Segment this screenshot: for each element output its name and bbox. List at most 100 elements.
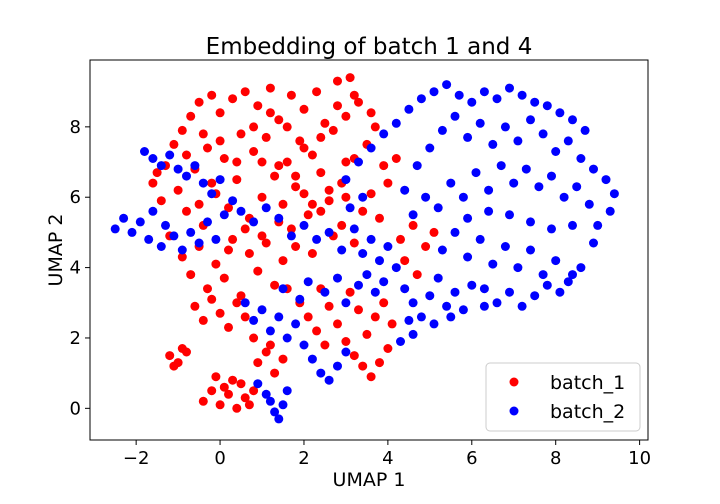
data-point-batch-1	[207, 386, 217, 396]
data-point-batch-1	[186, 270, 196, 280]
data-point-batch-1	[316, 168, 326, 178]
data-point-batch-2	[526, 217, 535, 227]
data-point-batch-1	[249, 386, 259, 396]
data-point-batch-1	[349, 238, 359, 248]
data-point-batch-1	[362, 329, 372, 339]
data-point-batch-2	[379, 277, 389, 287]
data-point-batch-2	[404, 315, 414, 325]
data-point-batch-2	[517, 301, 527, 311]
data-point-batch-1	[370, 122, 380, 132]
data-point-batch-2	[261, 203, 271, 213]
data-point-batch-2	[450, 227, 460, 237]
data-point-batch-2	[589, 164, 598, 174]
data-point-batch-2	[282, 386, 292, 396]
chart-title: Embedding of batch 1 and 4	[206, 34, 533, 60]
data-point-batch-2	[442, 80, 452, 90]
data-point-batch-2	[467, 280, 477, 290]
legend-label-batch-1: batch_1	[550, 372, 625, 394]
points-layer	[110, 73, 619, 424]
data-point-batch-1	[224, 389, 233, 399]
data-point-batch-1	[341, 192, 351, 202]
data-point-batch-2	[228, 196, 238, 206]
data-point-batch-1	[366, 372, 376, 382]
data-point-batch-2	[198, 178, 208, 188]
data-point-batch-1	[207, 90, 217, 100]
data-point-batch-1	[194, 199, 204, 209]
data-point-batch-2	[488, 139, 498, 149]
data-point-batch-1	[366, 189, 376, 199]
data-point-batch-1	[324, 196, 334, 206]
data-point-batch-2	[433, 203, 443, 213]
data-point-batch-1	[303, 210, 313, 220]
data-point-batch-2	[500, 122, 510, 132]
data-point-batch-2	[400, 185, 410, 195]
data-point-batch-1	[291, 242, 301, 251]
data-point-batch-2	[530, 97, 540, 107]
data-point-batch-1	[307, 249, 317, 258]
data-point-batch-1	[257, 231, 267, 241]
data-point-batch-1	[215, 108, 225, 118]
data-point-batch-1	[345, 73, 355, 83]
data-point-batch-1	[215, 308, 225, 318]
data-point-batch-1	[341, 111, 351, 121]
data-point-batch-2	[425, 143, 435, 153]
data-point-batch-1	[324, 185, 334, 195]
data-point-batch-1	[303, 312, 313, 322]
data-point-batch-2	[547, 171, 556, 181]
data-point-batch-2	[194, 238, 204, 248]
data-point-batch-1	[349, 351, 359, 361]
data-point-batch-1	[203, 143, 212, 153]
data-point-batch-2	[383, 242, 393, 251]
data-point-batch-2	[354, 157, 363, 167]
data-point-batch-1	[396, 234, 405, 244]
data-point-batch-1	[232, 157, 242, 167]
data-point-batch-2	[509, 178, 519, 188]
x-axis-title: UMAP 1	[333, 469, 406, 491]
data-point-batch-2	[148, 154, 158, 163]
data-point-batch-2	[576, 154, 586, 163]
data-point-batch-2	[475, 118, 485, 128]
data-point-batch-1	[274, 161, 284, 171]
data-point-batch-2	[190, 161, 200, 171]
data-point-batch-1	[177, 344, 187, 353]
data-point-batch-1	[270, 171, 280, 181]
data-point-batch-2	[446, 178, 456, 188]
data-point-batch-1	[177, 125, 187, 135]
data-point-batch-2	[463, 213, 473, 223]
data-point-batch-2	[593, 220, 603, 230]
data-point-batch-2	[526, 245, 535, 255]
data-point-batch-1	[370, 312, 380, 322]
data-point-batch-2	[110, 224, 120, 234]
data-point-batch-1	[240, 312, 250, 322]
data-point-batch-2	[416, 94, 426, 104]
data-point-batch-2	[589, 238, 598, 248]
data-point-batch-2	[568, 115, 577, 125]
data-point-batch-2	[161, 220, 170, 230]
data-point-batch-1	[421, 242, 431, 251]
data-point-batch-2	[601, 175, 611, 185]
data-point-batch-1	[328, 125, 338, 135]
data-point-batch-1	[278, 199, 288, 209]
data-point-batch-2	[488, 259, 498, 269]
data-point-batch-2	[429, 319, 439, 329]
data-point-batch-2	[240, 298, 250, 308]
data-point-batch-2	[463, 132, 473, 142]
data-point-batch-2	[312, 234, 322, 244]
data-point-batch-1	[173, 185, 183, 195]
data-point-batch-2	[421, 192, 431, 202]
data-point-batch-2	[580, 125, 590, 135]
data-point-batch-1	[224, 203, 233, 213]
data-point-batch-1	[257, 192, 267, 202]
data-point-batch-2	[135, 217, 145, 227]
data-point-batch-2	[362, 270, 372, 280]
data-point-batch-1	[379, 161, 389, 171]
data-point-batch-2	[559, 192, 569, 202]
data-point-batch-2	[358, 192, 368, 202]
data-point-batch-2	[416, 312, 426, 322]
data-point-batch-2	[333, 361, 342, 371]
data-point-batch-1	[169, 139, 179, 149]
data-point-batch-2	[278, 284, 288, 294]
data-point-batch-2	[555, 287, 565, 297]
data-point-batch-1	[291, 182, 301, 192]
